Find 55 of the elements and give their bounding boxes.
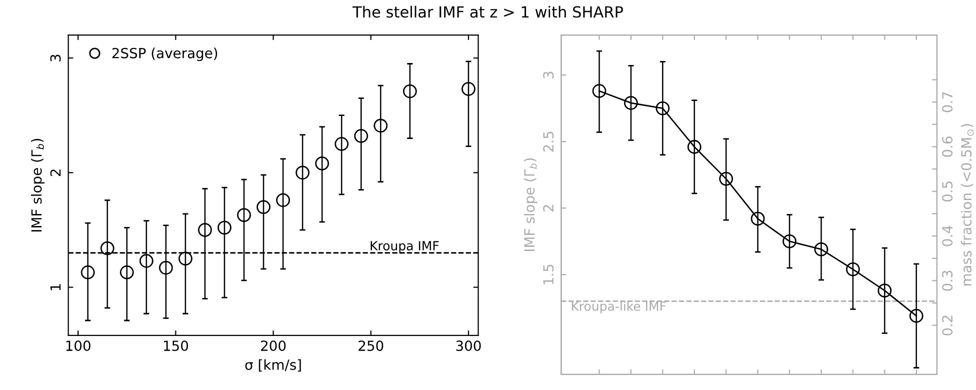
y-tick-label: 3	[50, 54, 61, 62]
y2-tick-label: 0.2	[942, 316, 953, 336]
y-axis-title: IMF slope (Γ$_{b}$)	[30, 138, 44, 232]
x-tick-label: 300	[456, 340, 481, 352]
point	[237, 208, 251, 222]
point	[315, 156, 330, 170]
y-tick-label: 2.5	[543, 132, 554, 152]
point	[354, 129, 368, 143]
y2-tick-label: 0.6	[942, 136, 953, 157]
point	[846, 262, 860, 276]
point	[296, 166, 310, 180]
point	[334, 137, 349, 151]
x-axis-title: σ [km/s]	[245, 359, 301, 372]
point	[120, 265, 134, 280]
point	[218, 220, 232, 235]
point	[158, 260, 173, 275]
point	[624, 96, 638, 110]
y-tick-label: 2	[543, 205, 554, 212]
y-axis-title: IMF slope (Γ$_{b}$)	[524, 158, 538, 251]
point	[80, 265, 95, 280]
point	[198, 223, 212, 237]
y-tick-label: 1	[50, 284, 61, 290]
point	[878, 284, 892, 298]
point	[592, 84, 606, 98]
point	[687, 140, 702, 154]
y2-axis-title: mass fraction (<0.5M$_{⊙}$)	[960, 124, 974, 286]
y2-tick-label: 0.7	[942, 92, 953, 112]
point	[462, 82, 476, 96]
point	[100, 241, 114, 256]
y2-tick-label: 0.3	[942, 270, 953, 291]
point	[139, 254, 154, 268]
point	[782, 234, 796, 248]
point	[374, 118, 388, 133]
y2-tick-label: 0.5	[942, 182, 953, 202]
point	[256, 200, 270, 214]
y-tick-label: 2	[50, 170, 61, 176]
y-tick-label: 3	[543, 72, 554, 78]
x-tick-label: 200	[261, 340, 286, 352]
y2-tick-label: 0.4	[942, 226, 953, 246]
point	[656, 101, 670, 116]
x-tick-label: 100	[66, 340, 90, 352]
point	[719, 172, 734, 186]
x-tick-label: 150	[164, 340, 188, 352]
x-tick-label: 250	[358, 340, 384, 352]
point	[402, 84, 417, 98]
ref-line-label: Kroupa-like IMF	[572, 301, 666, 314]
chart-title: The stellar IMF at z > 1 with SHARP	[352, 6, 623, 18]
ref-line-label: Kroupa IMF	[370, 241, 439, 253]
point	[814, 242, 828, 256]
point	[750, 212, 765, 226]
y-tick-label: 1.5	[543, 264, 554, 284]
point	[178, 252, 192, 266]
point	[909, 308, 924, 323]
point	[276, 193, 290, 208]
legend-label: 2SSP (average)	[112, 48, 218, 62]
